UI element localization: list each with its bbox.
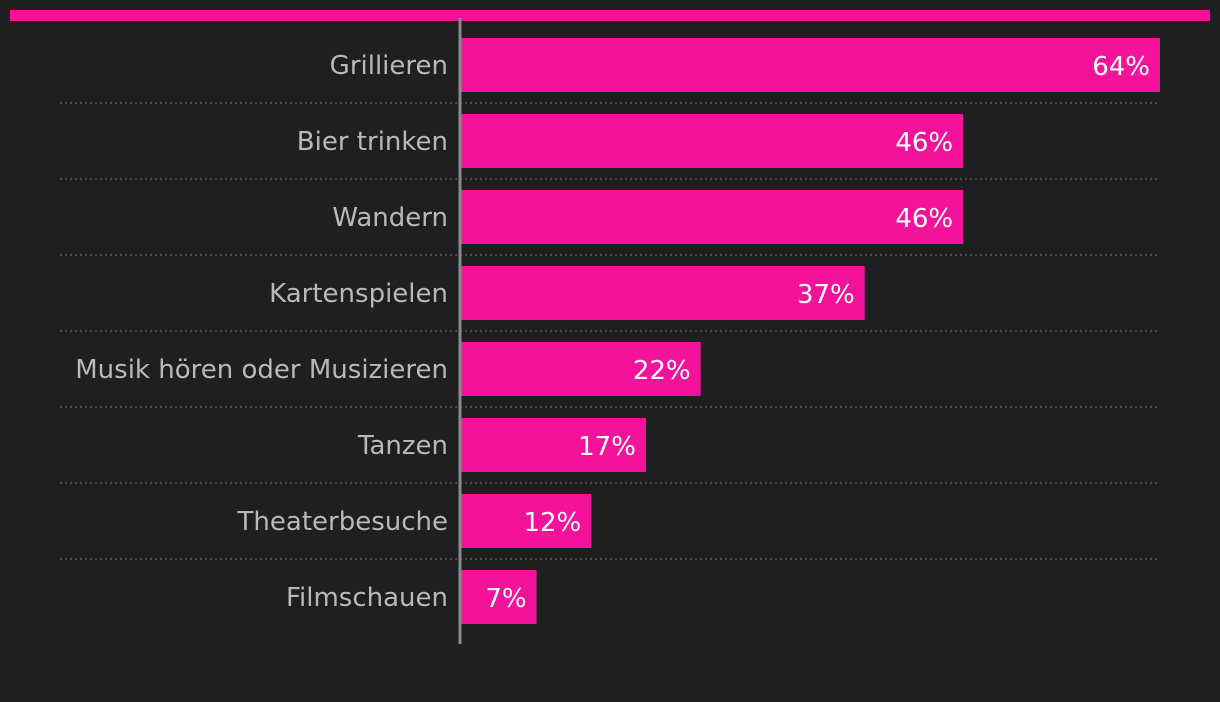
value-label: 12% (523, 508, 581, 538)
bar-1 (460, 38, 1160, 92)
value-label: 37% (797, 280, 855, 310)
category-label: Tanzen (357, 431, 448, 461)
bar-5 (460, 342, 701, 396)
bar-3 (460, 190, 964, 244)
bar-7 (460, 494, 592, 548)
category-label: Wandern (332, 203, 448, 233)
row-separators (60, 102, 1160, 560)
value-label: 64% (1092, 52, 1150, 82)
value-label: 22% (633, 356, 691, 386)
bar-4 (460, 266, 865, 320)
bar-2 (460, 114, 964, 168)
value-label: 46% (895, 128, 953, 158)
category-label: Musik hören oder Musizieren (75, 355, 448, 385)
bar-6 (460, 418, 646, 472)
bar-8 (460, 570, 537, 624)
category-label: Theaterbesuche (237, 507, 448, 537)
value-label: 17% (578, 432, 636, 462)
value-label: 7% (485, 584, 526, 614)
bars (460, 38, 1160, 624)
value-labels: 64% 46% 46% 37% 22% 17% 12% 7% (485, 52, 1150, 614)
category-label: Kartenspielen (269, 279, 448, 309)
category-label: Grillieren (330, 51, 448, 81)
category-labels: Grillieren Bier trinken Wandern Kartenspiel… (75, 51, 448, 613)
value-label: 46% (895, 204, 953, 234)
top-accent-bar (10, 10, 1210, 21)
category-label: Bier trinken (297, 127, 448, 157)
category-label: Filmschauen (286, 583, 448, 613)
